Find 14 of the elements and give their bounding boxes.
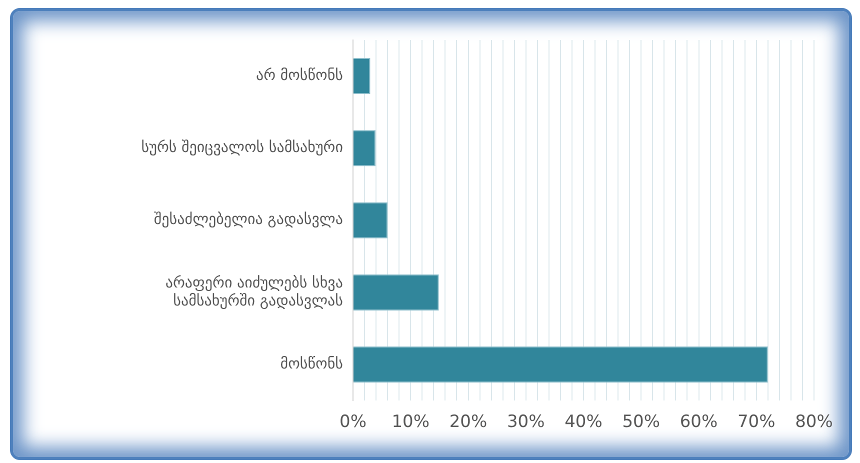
y-tick-label: შესაძლებელია გადასვლა (154, 210, 343, 228)
y-tick-label: მოსწონს (280, 354, 344, 372)
x-tick-label: 80% (795, 412, 833, 432)
x-tick-label: 0% (340, 412, 366, 432)
x-tick-label: 10% (392, 412, 430, 432)
y-tick-label: არაფერი აიძულებს სხვა სამსახურში გადასვლას (165, 273, 344, 310)
x-tick-label: 70% (737, 412, 776, 432)
y-tick-label: არ მოსწონს (256, 66, 344, 84)
x-tick-label: 40% (564, 412, 602, 432)
y-tick-label: სურს შეიცვალოს სამსახური (141, 138, 344, 156)
x-tick-label: 50% (622, 412, 660, 432)
x-tick-label: 60% (680, 412, 718, 432)
x-tick-label: 30% (506, 412, 545, 432)
x-tick-label: 20% (449, 412, 488, 432)
